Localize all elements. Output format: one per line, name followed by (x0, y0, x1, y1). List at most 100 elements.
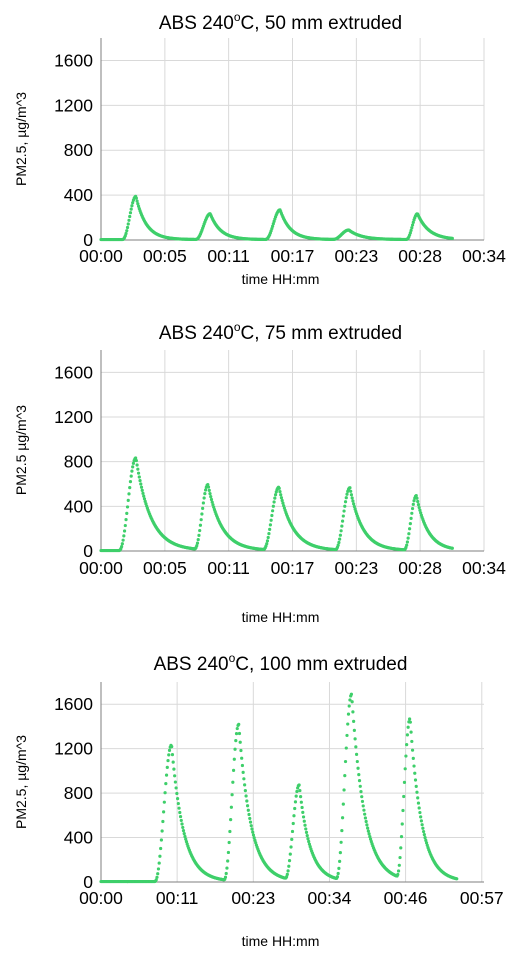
y-tick-label: 0 (83, 872, 93, 892)
data-point (344, 496, 348, 500)
data-point (422, 833, 426, 837)
data-point (416, 801, 421, 805)
data-point (143, 499, 147, 503)
data-point (125, 505, 130, 509)
data-point (300, 805, 304, 810)
data-point (181, 829, 186, 833)
data-point (353, 737, 357, 741)
y-axis-label: PM2.5, µg/m^3 (13, 735, 29, 829)
data-point (344, 746, 348, 750)
data-point (414, 784, 418, 788)
data-point (162, 800, 166, 804)
data-point (364, 819, 368, 824)
data-point (120, 542, 124, 546)
data-point (346, 722, 350, 726)
data-point (294, 794, 298, 798)
data-point (134, 456, 138, 460)
data-point (162, 810, 166, 814)
y-tick-label: 0 (83, 541, 93, 561)
x-tick-label: 00:00 (79, 246, 123, 266)
data-point (237, 731, 242, 736)
data-point (410, 506, 415, 511)
data-point (401, 808, 405, 813)
data-point (408, 720, 412, 724)
data-point (198, 528, 202, 533)
data-point (340, 519, 345, 523)
data-point (359, 790, 363, 794)
data-point (396, 869, 401, 873)
data-point (181, 825, 185, 830)
data-point (301, 810, 305, 814)
data-point (406, 536, 410, 540)
data-point (423, 835, 427, 840)
data-point (343, 504, 347, 508)
data-point (306, 837, 310, 841)
data-point (412, 499, 416, 503)
data-point (405, 743, 409, 747)
x-axis-label: time HH:mm (242, 933, 320, 949)
data-point (340, 828, 344, 833)
data-point (450, 546, 454, 550)
chart-1: ABS 240oC, 50 mm extruded 0 400 800 1200 1600… (13, 10, 506, 287)
data-point (336, 543, 340, 547)
data-point (127, 492, 131, 496)
data-point (238, 740, 242, 744)
data-point (167, 753, 171, 757)
chart-3: ABS 240oC, 100 mm extruded 0 400 800 1200 160… (13, 651, 504, 949)
data-point (350, 700, 354, 704)
data-point (251, 830, 255, 834)
data-point (278, 490, 282, 494)
data-point (410, 739, 414, 744)
data-point (304, 827, 308, 831)
data-point (410, 226, 414, 230)
x-tick-label: 00:23 (231, 888, 275, 908)
data-point (352, 502, 356, 506)
data-point (404, 754, 408, 758)
data-point (125, 229, 129, 233)
data-point (195, 544, 199, 548)
data-point (230, 793, 234, 797)
data-point (131, 461, 136, 465)
data-point (366, 829, 370, 833)
y-tick-label: 800 (64, 140, 93, 160)
data-point (203, 492, 207, 496)
data-point (156, 867, 161, 871)
data-point (252, 836, 256, 840)
data-point (201, 501, 205, 505)
data-point (127, 218, 131, 222)
y-tick-label: 1200 (54, 407, 93, 427)
data-point (131, 465, 135, 469)
y-axis-label: PM2.5, µg/m^3 (13, 92, 29, 186)
chart-title: ABS 240oC, 75 mm extruded (159, 320, 402, 344)
data-point (126, 222, 130, 226)
x-tick-label: 00:23 (334, 558, 378, 578)
data-point (251, 833, 256, 837)
data-point (273, 496, 277, 500)
data-point (175, 791, 179, 796)
data-point (355, 759, 359, 764)
data-point (183, 834, 187, 839)
data-point (402, 780, 407, 785)
data-point (240, 763, 245, 768)
data-point (360, 795, 364, 799)
data-point (302, 819, 306, 823)
data-point (130, 204, 134, 208)
data-point (407, 532, 411, 536)
data-point (154, 878, 158, 882)
data-point (135, 199, 139, 203)
x-tick-label: 00:34 (462, 246, 506, 266)
data-point (245, 799, 249, 803)
data-point (159, 838, 163, 842)
data-point (239, 748, 243, 753)
x-tick-label: 00:11 (156, 888, 199, 908)
data-point (410, 748, 415, 752)
data-point (177, 806, 181, 810)
data-point (356, 766, 360, 770)
data-point (167, 748, 172, 752)
data-point (303, 823, 307, 827)
data-point (279, 496, 284, 500)
data-point (137, 475, 141, 479)
data-point (354, 752, 359, 757)
data-point (299, 794, 303, 799)
data-point (342, 509, 346, 513)
